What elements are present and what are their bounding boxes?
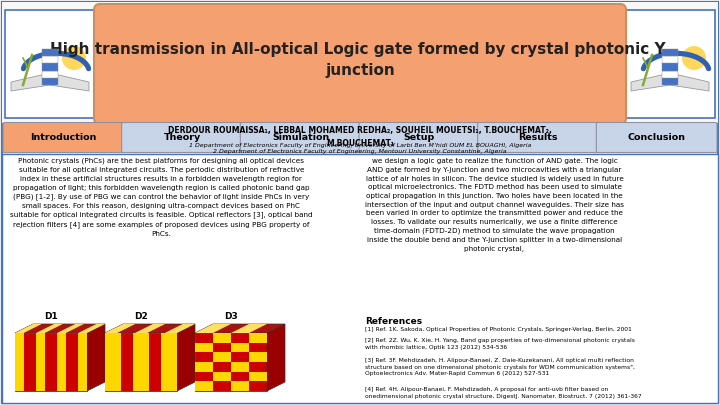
Polygon shape	[195, 324, 231, 333]
FancyBboxPatch shape	[240, 122, 361, 153]
Text: D3: D3	[224, 312, 238, 321]
Polygon shape	[15, 324, 105, 333]
FancyBboxPatch shape	[122, 122, 243, 153]
Text: [2] Ref. 2Z. Wu, K. Xie, H. Yang, Band gap properties of two-dimensional photoni: [2] Ref. 2Z. Wu, K. Xie, H. Yang, Band g…	[365, 338, 635, 350]
Text: Conclusion: Conclusion	[628, 133, 685, 142]
Polygon shape	[195, 362, 213, 372]
Polygon shape	[78, 333, 87, 391]
Polygon shape	[87, 324, 105, 391]
Polygon shape	[631, 73, 709, 91]
FancyBboxPatch shape	[596, 122, 717, 153]
Text: we design a logic gate to realize the function of AND gate. The logic
AND gate f: we design a logic gate to realize the fu…	[365, 158, 624, 252]
FancyBboxPatch shape	[359, 122, 480, 153]
Polygon shape	[105, 324, 195, 333]
Bar	[42, 64, 58, 70]
Polygon shape	[195, 343, 213, 352]
FancyBboxPatch shape	[5, 10, 95, 118]
Text: Results: Results	[518, 133, 558, 142]
Polygon shape	[213, 372, 231, 382]
Polygon shape	[249, 333, 267, 343]
Bar	[662, 49, 678, 56]
Text: [1] Ref. 1K. Sakoda, Optical Properties of Photonic Crystals, Springer-Verlag, B: [1] Ref. 1K. Sakoda, Optical Properties …	[365, 327, 632, 332]
Polygon shape	[36, 333, 45, 391]
Polygon shape	[161, 333, 177, 391]
Polygon shape	[231, 343, 249, 352]
FancyBboxPatch shape	[625, 10, 715, 118]
Text: Theory: Theory	[163, 133, 201, 142]
Polygon shape	[135, 324, 165, 333]
Polygon shape	[15, 333, 87, 391]
FancyBboxPatch shape	[477, 122, 598, 153]
Text: Photonic crystals (PhCs) are the best platforms for designing all optical device: Photonic crystals (PhCs) are the best pl…	[10, 158, 312, 237]
Polygon shape	[213, 352, 231, 362]
FancyBboxPatch shape	[2, 154, 718, 403]
Text: DERDOUR ROUMAISSA₁, LEBBAL MOHAMED REDHA₂, SOUHEIL MOUETSI₁, T.BOUCHEMAT₂,
M.BOU: DERDOUR ROUMAISSA₁, LEBBAL MOHAMED REDHA…	[168, 126, 552, 148]
Polygon shape	[15, 324, 42, 333]
Polygon shape	[249, 352, 267, 362]
Bar	[42, 70, 58, 78]
Polygon shape	[195, 324, 285, 333]
Bar	[42, 56, 58, 64]
Polygon shape	[231, 324, 267, 333]
Text: D2: D2	[134, 312, 148, 321]
Polygon shape	[105, 333, 121, 391]
Polygon shape	[213, 333, 231, 343]
Polygon shape	[36, 324, 63, 333]
Polygon shape	[57, 333, 66, 391]
Text: References: References	[365, 317, 422, 326]
Circle shape	[682, 46, 706, 70]
Polygon shape	[177, 324, 195, 391]
Polygon shape	[249, 372, 267, 382]
Text: Introduction: Introduction	[30, 133, 96, 142]
Circle shape	[62, 46, 86, 70]
Bar	[42, 49, 58, 56]
Polygon shape	[105, 333, 177, 391]
Bar	[662, 56, 678, 64]
Text: Simulation: Simulation	[272, 133, 329, 142]
Polygon shape	[165, 324, 195, 333]
Text: [4] Ref. 4H. Alipour-Banaei, F. Mehdizadeh, A proposal for anti-uvb filter based: [4] Ref. 4H. Alipour-Banaei, F. Mehdizad…	[365, 387, 642, 399]
Text: High transmission in All-optical Logic gate formed by crystal photonic Y-
juncti: High transmission in All-optical Logic g…	[50, 42, 670, 78]
Bar	[42, 78, 58, 85]
Polygon shape	[57, 324, 84, 333]
Polygon shape	[133, 333, 149, 391]
Bar	[662, 70, 678, 78]
FancyBboxPatch shape	[3, 122, 124, 153]
Polygon shape	[195, 382, 213, 391]
Polygon shape	[267, 324, 285, 391]
Polygon shape	[78, 324, 105, 333]
Polygon shape	[195, 333, 267, 391]
Polygon shape	[105, 324, 135, 333]
Polygon shape	[15, 333, 24, 391]
Bar	[662, 64, 678, 70]
Text: 2 Department of Electronics Faculty of Engineering, Mentouri University Constant: 2 Department of Electronics Faculty of E…	[213, 149, 507, 154]
Polygon shape	[11, 73, 89, 91]
Bar	[662, 78, 678, 85]
Text: D1: D1	[44, 312, 58, 321]
Text: 1 Department of Electronics Faculty of Engineering, University of Larbi Ben M’hi: 1 Department of Electronics Faculty of E…	[189, 143, 531, 148]
Polygon shape	[231, 362, 249, 372]
Polygon shape	[231, 382, 249, 391]
Text: [3] Ref. 3F. Mehdizadeh, H. Alipour-Banaei, Z. Daie-Kuzekanani, All optical mult: [3] Ref. 3F. Mehdizadeh, H. Alipour-Bana…	[365, 358, 635, 376]
FancyBboxPatch shape	[94, 4, 626, 124]
Text: Setup: Setup	[404, 133, 435, 142]
FancyBboxPatch shape	[2, 2, 718, 123]
